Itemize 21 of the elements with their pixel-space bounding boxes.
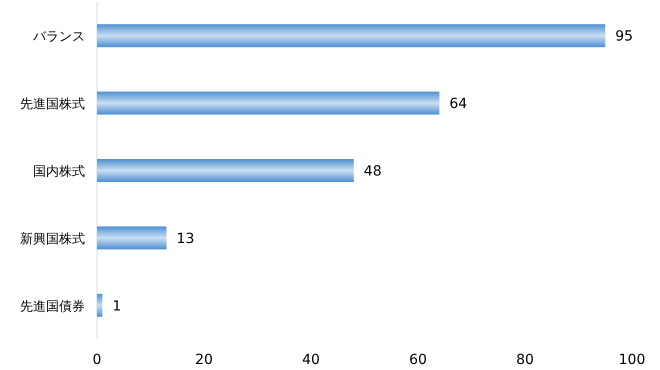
data-label: 13 [176,230,194,247]
bar [97,159,354,182]
x-tick-label: 80 [516,352,534,368]
x-tick-label: 100 [618,352,646,368]
bar [97,24,606,48]
x-tick-label: 0 [92,352,102,368]
data-label: 48 [364,164,382,180]
x-tick-label: 40 [302,352,320,368]
bar [97,92,440,115]
y-tick-label: 新興国株式 [20,232,85,247]
data-label: 95 [615,28,634,45]
y-tick-label: 先進国株式 [20,97,85,112]
bar [97,226,167,250]
x-tick-label: 60 [409,352,427,368]
y-tick-label: 先進国債券 [20,299,85,314]
x-tick-label: 20 [195,352,213,368]
data-label: 1 [112,298,122,314]
y-tick-label: 国内株式 [33,164,85,180]
data-label: 64 [449,96,468,112]
bar [97,294,102,317]
y-tick-label: バランス [32,30,85,45]
